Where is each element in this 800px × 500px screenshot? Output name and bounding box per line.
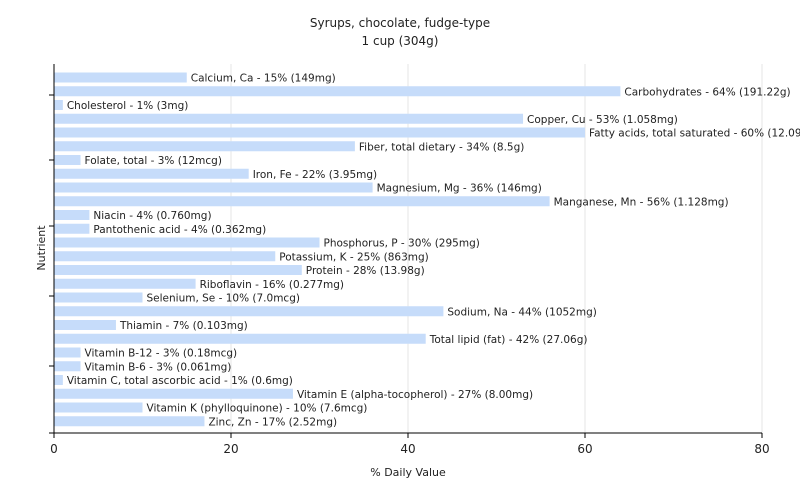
bar-22 — [54, 375, 63, 385]
axes: 0 20 40 60 80 — [49, 64, 770, 456]
bar-label-0: Calcium, Ca - 15% (149mg) — [191, 73, 336, 85]
x-tick-label-0: 0 — [50, 442, 58, 456]
bar-23 — [54, 388, 293, 399]
bar-label-8: Magnesium, Mg - 36% (146mg) — [377, 183, 542, 195]
bar-0 — [54, 72, 187, 83]
bars-group: Calcium, Ca - 15% (149mg) Carbohydrates -… — [54, 72, 800, 428]
x-tick-label-3: 60 — [577, 442, 592, 456]
bar-13 — [54, 251, 276, 262]
bar-19 — [54, 333, 426, 344]
bar-label-19: Total lipid (fat) - 42% (27.06g) — [429, 334, 588, 346]
bar-2 — [54, 100, 63, 110]
bar-5 — [54, 141, 355, 152]
bar-6 — [54, 155, 81, 165]
bar-label-5: Fiber, total dietary - 34% (8.5g) — [359, 141, 524, 153]
bar-15 — [54, 278, 196, 289]
bar-label-4: Fatty acids, total saturated - 60% (12.0… — [589, 128, 800, 140]
gridlines — [230, 64, 763, 433]
bar-label-24: Vitamin K (phylloquinone) - 10% (7.6mcg) — [147, 403, 368, 415]
bar-label-25: Zinc, Zn - 17% (2.52mg) — [208, 416, 337, 428]
bar-label-7: Iron, Fe - 22% (3.95mg) — [253, 169, 377, 181]
bar-label-23: Vitamin E (alpha-tocopherol) - 27% (8.00… — [297, 389, 533, 401]
chart-title: Syrups, chocolate, fudge-type — [310, 16, 490, 30]
bar-4 — [54, 127, 585, 138]
x-tick-label-1: 20 — [223, 442, 238, 456]
bar-17 — [54, 306, 444, 317]
bar-16 — [54, 292, 143, 303]
bar-label-3: Copper, Cu - 53% (1.058mg) — [527, 114, 678, 126]
bar-12 — [54, 237, 320, 248]
x-tick-label-2: 40 — [400, 442, 415, 456]
bar-14 — [54, 265, 302, 275]
y-axis-label: Nutrient — [35, 225, 48, 271]
bar-label-15: Riboflavin - 16% (0.277mg) — [200, 279, 344, 291]
bar-9 — [54, 196, 550, 207]
bar-label-13: Potassium, K - 25% (863mg) — [279, 251, 429, 263]
bar-20 — [54, 347, 81, 358]
bar-label-17: Sodium, Na - 44% (1052mg) — [447, 306, 596, 318]
bar-25 — [54, 416, 205, 427]
bar-label-22: Vitamin C, total ascorbic acid - 1% (0.6… — [67, 375, 293, 387]
bar-label-14: Protein - 28% (13.98g) — [306, 265, 425, 277]
bar-18 — [54, 320, 116, 330]
bar-label-18: Thiamin - 7% (0.103mg) — [119, 320, 248, 332]
bar-label-21: Vitamin B-6 - 3% (0.061mg) — [85, 361, 232, 373]
chart-subtitle: 1 cup (304g) — [362, 34, 439, 48]
bar-3 — [54, 113, 524, 124]
x-axis-label: % Daily Value — [370, 466, 446, 479]
bar-label-9: Manganese, Mn - 56% (1.128mg) — [554, 196, 729, 208]
x-tick-label-4: 80 — [754, 442, 769, 456]
bar-10 — [54, 210, 90, 220]
bar-label-11: Pantothenic acid - 4% (0.362mg) — [93, 224, 266, 236]
bar-label-12: Phosphorus, P - 30% (295mg) — [324, 238, 480, 250]
bar-21 — [54, 361, 81, 372]
bar-11 — [54, 223, 90, 234]
bar-8 — [54, 182, 373, 193]
bar-1 — [54, 86, 621, 97]
bar-label-16: Selenium, Se - 10% (7.0mcg) — [147, 293, 300, 305]
bar-label-6: Folate, total - 3% (12mcg) — [85, 155, 222, 167]
bar-24 — [54, 402, 143, 413]
bar-label-1: Carbohydrates - 64% (191.22g) — [624, 86, 790, 98]
bar-label-2: Cholesterol - 1% (3mg) — [67, 100, 189, 112]
bar-label-20: Vitamin B-12 - 3% (0.18mcg) — [85, 348, 238, 360]
bar-7 — [54, 168, 249, 179]
bar-label-10: Niacin - 4% (0.760mg) — [93, 210, 211, 222]
